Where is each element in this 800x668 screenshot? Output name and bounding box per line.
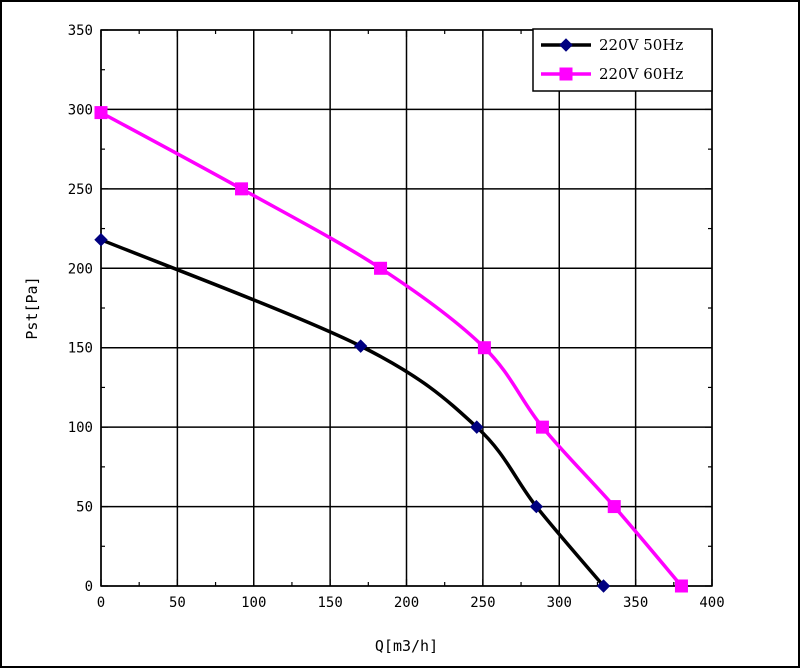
legend: 220V 50Hz 220V 60Hz xyxy=(532,28,713,92)
series-1-point-5 xyxy=(607,500,621,514)
series-1-point-0 xyxy=(94,106,108,120)
y-tick-label: 300 xyxy=(68,102,93,118)
x-axis-label: Q[m3/h] xyxy=(375,637,438,655)
x-tick-label: 250 xyxy=(470,595,495,611)
series-1-point-3 xyxy=(477,341,491,355)
legend-marker-0 xyxy=(559,38,573,52)
tick-labels: 0 50 100 150 200 250 300 350 400 0 50 100 150 200 250 3… xyxy=(68,23,725,611)
series-markers xyxy=(94,106,688,593)
y-tick-label: 50 xyxy=(76,500,93,516)
series-0-point-0 xyxy=(94,232,108,247)
series-0-point-4 xyxy=(596,579,611,593)
y-tick-label: 150 xyxy=(68,341,93,357)
y-tick-label: 0 xyxy=(85,579,93,595)
y-tick-label: 350 xyxy=(68,23,93,39)
series-line-0 xyxy=(100,238,605,588)
series-1-point-4 xyxy=(535,420,549,434)
series-0-point-3 xyxy=(529,499,544,514)
x-tick-label: 400 xyxy=(699,595,724,611)
series-1-point-6 xyxy=(674,579,688,593)
legend-label-0: 220V 50Hz xyxy=(599,36,683,54)
y-tick-label: 250 xyxy=(68,182,93,198)
series-1-point-2 xyxy=(374,261,388,275)
series-0-point-1 xyxy=(353,339,368,353)
x-tick-label: 150 xyxy=(317,595,342,611)
legend-label-1: 220V 60Hz xyxy=(599,65,683,83)
legend-marker-1 xyxy=(559,67,573,81)
x-tick-label: 350 xyxy=(623,595,648,611)
series-lines xyxy=(100,111,683,588)
x-tick-label: 100 xyxy=(241,595,266,611)
y-tick-label: 200 xyxy=(68,261,93,277)
x-tick-label: 50 xyxy=(169,595,186,611)
x-tick-label: 200 xyxy=(394,595,419,611)
series-line-1 xyxy=(100,111,683,588)
y-axis-label: Pst[Pa] xyxy=(23,276,41,339)
x-tick-label: 0 xyxy=(97,595,105,611)
x-tick-label: 300 xyxy=(547,595,572,611)
y-tick-label: 100 xyxy=(68,420,93,436)
legend-box xyxy=(532,28,713,92)
axis-ticks xyxy=(100,29,713,587)
series-1-point-1 xyxy=(235,182,249,196)
series-0-point-2 xyxy=(470,420,484,434)
